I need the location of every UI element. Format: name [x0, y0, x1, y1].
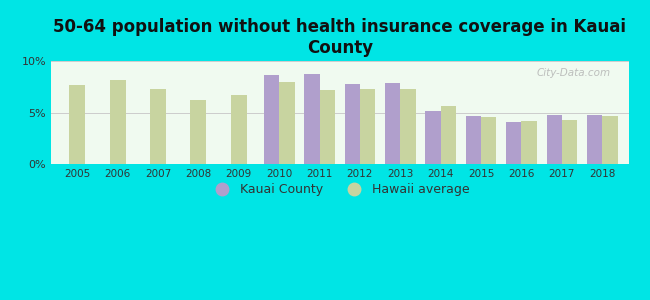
Bar: [466, 116, 481, 164]
Text: City-Data.com: City-Data.com: [537, 68, 611, 78]
Bar: [547, 115, 562, 164]
Bar: [521, 121, 537, 164]
Bar: [506, 122, 521, 164]
Bar: [264, 74, 279, 164]
Bar: [110, 80, 125, 164]
Bar: [441, 106, 456, 164]
Bar: [481, 117, 497, 164]
Bar: [279, 82, 294, 164]
Bar: [69, 85, 85, 164]
Bar: [150, 89, 166, 164]
Bar: [360, 89, 375, 164]
Bar: [562, 120, 577, 164]
Bar: [190, 100, 207, 164]
Bar: [425, 111, 441, 164]
Bar: [587, 115, 603, 164]
Title: 50-64 population without health insurance coverage in Kauai
County: 50-64 population without health insuranc…: [53, 18, 626, 57]
Bar: [344, 84, 360, 164]
Legend: Kauai County, Hawaii average: Kauai County, Hawaii average: [205, 178, 474, 201]
Bar: [603, 116, 618, 164]
Bar: [320, 90, 335, 164]
Bar: [231, 95, 247, 164]
Bar: [385, 83, 400, 164]
Bar: [304, 74, 320, 164]
Bar: [400, 89, 415, 164]
